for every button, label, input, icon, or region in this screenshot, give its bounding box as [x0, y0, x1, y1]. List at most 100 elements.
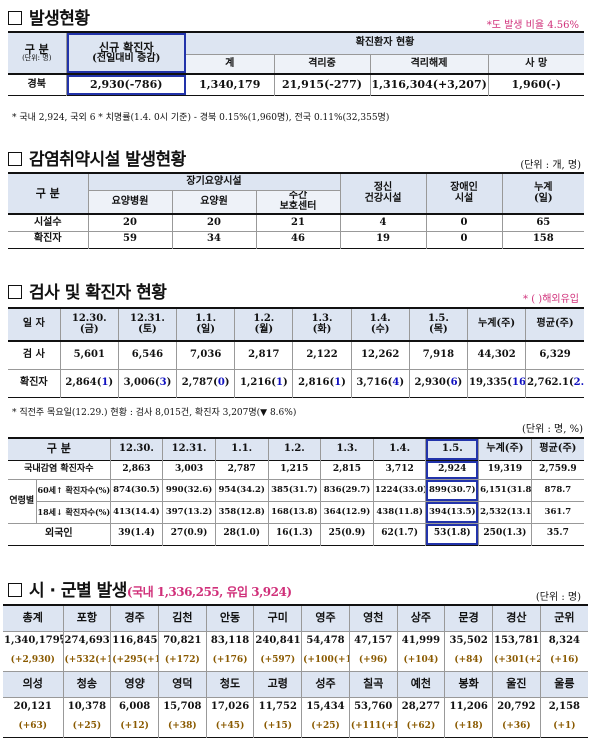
region-total: 83,118 [206, 631, 255, 651]
region-name: 영천 [349, 605, 398, 631]
checkbox-icon [8, 285, 22, 299]
confirmed-count: 3,716 [356, 376, 388, 388]
domestic-cell: 2,759.9 [539, 463, 577, 474]
header-total: 계 [186, 54, 275, 74]
region-name: 군위 [540, 605, 588, 631]
age18-cell: 397(13.2) [162, 501, 216, 523]
region-increase: (+84) [444, 651, 493, 671]
foreigner-cell: 39(1.4) [110, 523, 164, 545]
date-header: 1.2. [268, 438, 322, 460]
region-increase: (+16) [550, 655, 579, 666]
region-name: 구미 [253, 605, 303, 631]
confirmed-cell: 2,787(0) [176, 369, 236, 397]
age60-cell: 899(30.7) [425, 479, 480, 501]
region-name: 안동 [206, 605, 255, 631]
domestic-cell: 1,215 [268, 460, 322, 479]
region-total: 11,206 [444, 697, 493, 717]
region-increase: (+25) [301, 717, 350, 737]
age18-cell: 358(12.8) [215, 501, 269, 523]
overseas-count: 1 [101, 376, 109, 388]
date-header: 12.31. (토) [118, 308, 178, 341]
header-group-label: 구 분 [24, 42, 49, 56]
section-title-text: 감염취약시설 발생현황 [29, 150, 186, 170]
date-header: 1.1. (일) [176, 308, 236, 341]
domestic-cell: 2,863 [110, 460, 164, 479]
outbreak-footnote: * 국내 2,924, 국외 6 * 치명률(1.4. 0시 기준) - 경북 … [12, 113, 390, 123]
test-count-cell: 6,329 [539, 349, 571, 360]
age18-cell: 394(13.5) [425, 501, 480, 523]
date-header: 1.3. (화) [292, 308, 352, 341]
header-hospital: 요양병원 [88, 190, 173, 214]
region-name: 청도 [206, 671, 255, 697]
overseas-count: 1 [334, 376, 342, 388]
cell: 158 [532, 233, 554, 245]
section-title-text: 검사 및 확진자 현황 [29, 283, 167, 303]
cell: 59 [88, 231, 173, 248]
confirmed-cell: 3,006(3) [118, 369, 178, 397]
age60-cell: 990(32.6) [162, 479, 216, 501]
header-confirmed: 확진환자 현황 [186, 32, 584, 55]
region-increase: (+12) [110, 717, 159, 737]
region-total: 20,121 [3, 697, 64, 717]
date-header: 12.31. [162, 438, 216, 460]
row-name: 18세↓ 확진자수(%) [36, 501, 111, 523]
foreigner-cell: 250(1.3) [478, 523, 532, 545]
region-increase: (+176) [206, 651, 255, 671]
foreigner-cell: 28(1.0) [215, 523, 269, 545]
section-title-text: 시 · 군별 발생 [29, 581, 127, 601]
date-header: 누계(주) [467, 308, 527, 341]
test-count-cell: 7,918 [409, 341, 468, 369]
confirmed-cell: 2,816(1) [292, 369, 352, 397]
region-name: 칠곡 [349, 671, 398, 697]
header-nursing: 요양원 [172, 190, 257, 214]
row-name: 외국인 [8, 523, 111, 545]
cell: 4 [340, 214, 427, 231]
region-name: 성주 [301, 671, 350, 697]
age-group: 60세↑ [37, 484, 63, 495]
region-name: 영주 [301, 605, 350, 631]
region-total: 2,158 [548, 701, 581, 712]
region-increase: (+104) [397, 651, 446, 671]
confirmed-cell: 2,930(6) [409, 369, 468, 397]
cell: 46 [256, 231, 341, 248]
row-name: 경북 [8, 74, 67, 95]
date-header: 1.2. (월) [234, 308, 294, 341]
region-total: 240,841 [253, 631, 303, 651]
domestic-cell: 2,924 [425, 460, 480, 479]
cell: 34 [172, 231, 257, 248]
region-total: 274,693 [63, 631, 112, 651]
age60-cell: 874(30.5) [110, 479, 164, 501]
row-name: 시설수 [8, 214, 89, 231]
header-date: 일 자 [8, 308, 61, 341]
date-header: 평균(주) [531, 438, 584, 460]
value-released: 1,316,304(+3,207) [370, 74, 489, 95]
region-name: 고령 [253, 671, 303, 697]
overseas-count: 0 [217, 376, 225, 388]
confirmed-count: 2,930 [414, 376, 446, 388]
regions-unit: (단위 : 명) [535, 592, 581, 603]
row-name: 국내감염 확진자수 [8, 460, 111, 479]
table-row: 확진자 59 34 46 19 0 158 [8, 231, 585, 248]
age60-cell: 878.7 [544, 484, 572, 495]
overseas-count: 1 [276, 376, 283, 388]
overseas-note: * ( )해외유입 [523, 294, 579, 305]
age18-cell: 2,532(13.1) [478, 501, 532, 523]
cell: 19 [340, 231, 427, 248]
age60-cell: 954(34.2) [215, 479, 269, 501]
row-name: 검 사 [8, 341, 61, 369]
section-title-text: 발생현황 [29, 9, 90, 29]
age-unit: (단위 : 명, %) [522, 424, 583, 435]
region-increase: (+301(+2) [492, 651, 541, 671]
checkbox-icon [8, 11, 22, 25]
overseas-count: 16 [512, 376, 526, 388]
age-group: 18세↓ [37, 506, 63, 517]
region-name: 영양 [110, 671, 159, 697]
region-increase: (+15) [253, 717, 303, 737]
header-isolated: 격리중 [274, 54, 371, 74]
region-total: 11,752 [253, 697, 303, 717]
overseas-count: 3 [159, 376, 167, 388]
section-title-regions: 시 · 군별 발생(국내 1,336,255, 유입 3,924) [8, 576, 292, 601]
region-total: 20,792 [492, 697, 541, 717]
date-header: 12.30. (금) [60, 308, 119, 341]
date-header: 1.4. (수) [351, 308, 410, 341]
